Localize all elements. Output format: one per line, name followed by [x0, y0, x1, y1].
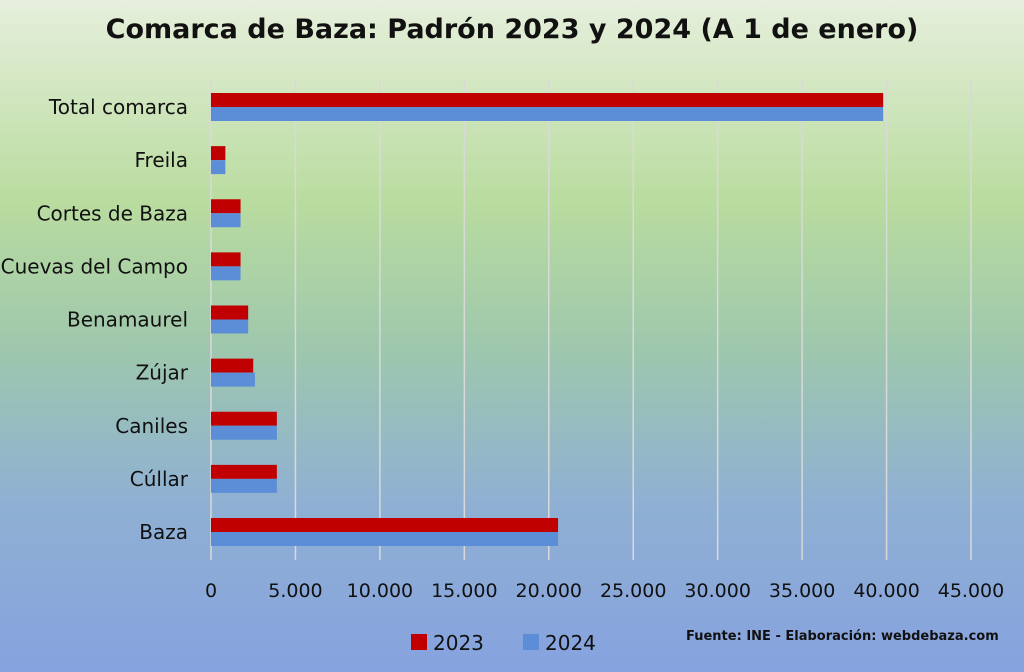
x-tick-label: 40.000 — [853, 580, 919, 602]
legend: 2023 2024 — [411, 631, 596, 655]
bar-2023 — [211, 518, 559, 532]
category-label: Total comarca — [48, 95, 188, 119]
bar-2023 — [211, 411, 277, 426]
x-tick-label: 30.000 — [684, 580, 750, 602]
bar-2023 — [211, 146, 226, 161]
category-label: Cortes de Baza — [37, 201, 188, 225]
bar-2024 — [211, 425, 277, 440]
bar-2024 — [211, 160, 226, 175]
category-label: Benamaurel — [67, 308, 188, 332]
bar-2023 — [211, 464, 277, 479]
x-tick-labels: 0 5.000 10.000 15.000 20.000 25.000 30.000 35.0… — [205, 580, 1004, 602]
legend-swatch-2023 — [411, 634, 427, 650]
x-tick-label: 10.000 — [347, 580, 413, 602]
category-label: Freila — [134, 148, 188, 172]
source-note: Fuente: INE - Elaboración: webdebaza.com — [686, 629, 999, 644]
legend-swatch-2024 — [523, 634, 539, 650]
category-labels: Total comarca Freila Cortes de Baza Cuevas … — [1, 95, 189, 544]
legend-label-2024: 2024 — [545, 631, 596, 655]
bar-2024 — [211, 372, 255, 387]
bar-2023 — [211, 358, 254, 373]
x-tick-label: 15.000 — [431, 580, 497, 602]
legend-label-2023: 2023 — [433, 631, 484, 655]
category-label: Cúllar — [130, 467, 189, 491]
bar-2024 — [211, 266, 241, 281]
x-tick-label: 5.000 — [268, 580, 322, 602]
bar-2023 — [211, 305, 249, 320]
x-tick-label: 25.000 — [600, 580, 666, 602]
category-label: Zújar — [136, 361, 189, 385]
category-label: Caniles — [115, 414, 188, 438]
x-tick-label: 0 — [205, 580, 217, 602]
bar-2024 — [211, 532, 559, 546]
x-tick-label: 20.000 — [516, 580, 582, 602]
x-tick-label: 45.000 — [938, 580, 1004, 602]
category-label: Baza — [139, 520, 188, 544]
bar-2023 — [211, 93, 884, 107]
bar-2023 — [211, 252, 241, 267]
x-tick-label: 35.000 — [769, 580, 835, 602]
chart-title: Comarca de Baza: Padrón 2023 y 2024 (A 1… — [106, 14, 919, 45]
bar-2024 — [211, 478, 277, 493]
bar-2024 — [211, 213, 241, 228]
category-label: Cuevas del Campo — [1, 254, 188, 278]
bar-2024 — [211, 319, 249, 334]
grid-lines — [210, 80, 972, 560]
bar-2023 — [211, 199, 241, 214]
bar-2024 — [211, 107, 884, 121]
bars — [211, 93, 884, 546]
